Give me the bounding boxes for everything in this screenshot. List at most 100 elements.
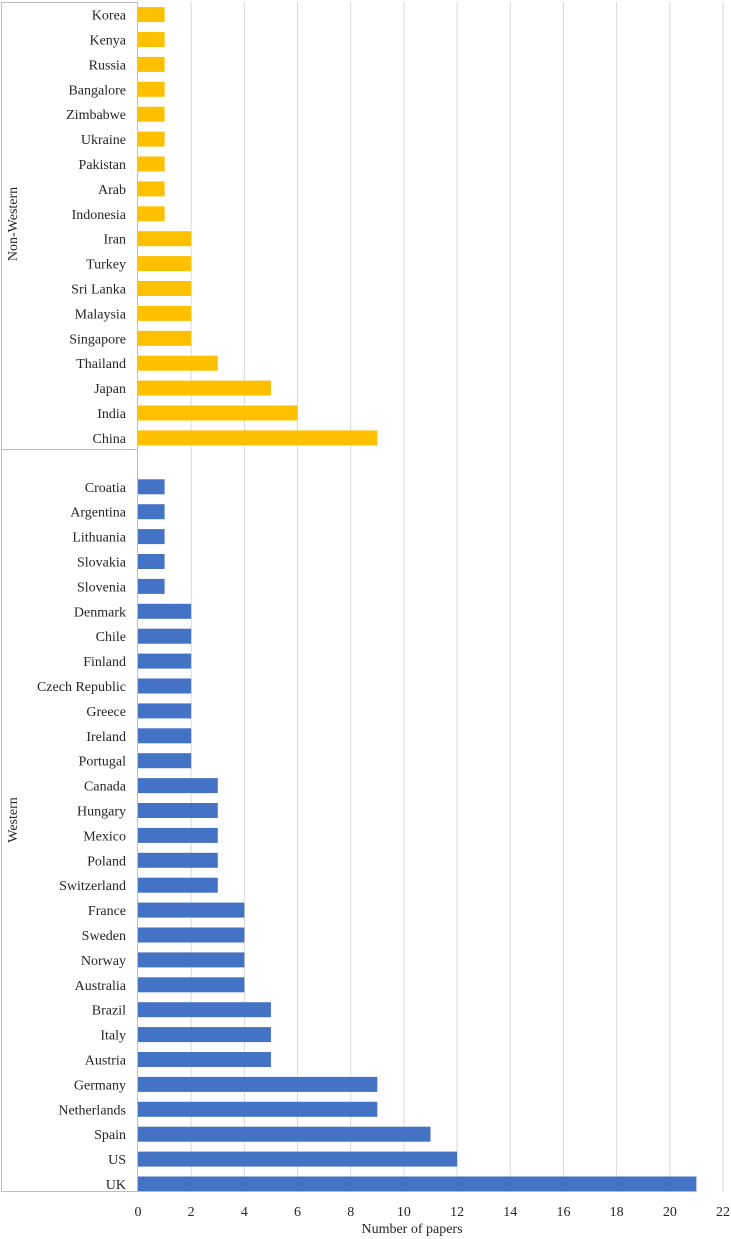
- bar-chile: [138, 628, 192, 644]
- category-label-italy: Italy: [100, 1029, 126, 1044]
- bar-mexico: [138, 827, 218, 843]
- bar-croatia: [138, 479, 165, 495]
- x-tick-label: 16: [556, 1205, 570, 1220]
- x-tick-label: 18: [610, 1205, 624, 1220]
- bar-uk: [138, 1176, 697, 1192]
- category-label-norway: Norway: [81, 954, 126, 969]
- bar-russia: [138, 56, 165, 72]
- bar-ukraine: [138, 131, 165, 147]
- category-label-netherlands: Netherlands: [58, 1103, 126, 1118]
- x-tick-label: 0: [135, 1205, 142, 1220]
- bar-iran: [138, 231, 192, 247]
- category-labels: Korea Kenya Russia Bangalore Zimbabwe Ukraine…: [37, 9, 127, 1193]
- bar-germany: [138, 1076, 378, 1092]
- bar-singapore: [138, 330, 192, 346]
- bar-pakistan: [138, 156, 165, 172]
- bar-slovakia: [138, 554, 165, 569]
- category-label-lithuania: Lithuania: [72, 531, 126, 546]
- bar-china: [138, 430, 378, 446]
- bar-hungary: [138, 803, 218, 818]
- category-label-thailand: Thailand: [76, 357, 126, 372]
- bar-portugal: [138, 753, 192, 769]
- category-label-india: India: [97, 407, 127, 422]
- category-label-singapore: Singapore: [69, 332, 126, 347]
- bar-australia: [138, 977, 245, 993]
- bar-turkey: [138, 256, 192, 272]
- bar-sri-lanka: [138, 281, 192, 296]
- grid-lines: [190, 2, 724, 1192]
- category-label-indonesia: Indonesia: [72, 208, 127, 223]
- category-label-poland: Poland: [87, 854, 126, 869]
- x-tick-label: 10: [397, 1205, 411, 1220]
- category-label-spain: Spain: [94, 1128, 126, 1143]
- category-label-denmark: Denmark: [74, 605, 126, 620]
- bar-brazil: [138, 1002, 271, 1018]
- x-tick-label: 8: [347, 1205, 354, 1220]
- category-label-portugal: Portugal: [79, 755, 127, 770]
- x-tick-label: 20: [663, 1205, 677, 1220]
- category-label-slovakia: Slovakia: [77, 556, 127, 571]
- bar-zimbabwe: [138, 106, 165, 122]
- category-label-uk: UK: [106, 1178, 126, 1193]
- category-label-bangalore: Bangalore: [68, 83, 126, 98]
- bar-malaysia: [138, 305, 192, 321]
- bar-slovenia: [138, 578, 165, 594]
- category-label-chile: Chile: [96, 630, 126, 645]
- category-label-arab: Arab: [98, 183, 126, 198]
- category-label-brazil: Brazil: [92, 1004, 126, 1019]
- category-label-sri-lanka: Sri Lanka: [71, 283, 127, 298]
- bar-bangalore: [138, 81, 165, 97]
- group-label-western: Western: [6, 797, 21, 843]
- x-tick-label: 14: [503, 1205, 517, 1220]
- category-label-ukraine: Ukraine: [81, 133, 126, 148]
- bar-denmark: [138, 603, 192, 619]
- category-label-china: China: [93, 432, 127, 447]
- bar-poland: [138, 852, 218, 868]
- category-label-germany: Germany: [74, 1078, 126, 1093]
- bars: [138, 7, 697, 1192]
- category-label-malaysia: Malaysia: [75, 307, 127, 322]
- bar-indonesia: [138, 206, 165, 222]
- bar-france: [138, 902, 245, 918]
- bar-ireland: [138, 728, 192, 744]
- bar-us: [138, 1151, 458, 1167]
- category-label-zimbabwe: Zimbabwe: [66, 108, 126, 123]
- bar-greece: [138, 703, 192, 719]
- category-label-japan: Japan: [94, 382, 126, 397]
- category-label-sweden: Sweden: [82, 929, 126, 944]
- category-label-austria: Austria: [85, 1054, 127, 1069]
- x-tick-label: 22: [716, 1205, 730, 1220]
- category-label-hungary: Hungary: [77, 805, 126, 820]
- bar-netherlands: [138, 1101, 378, 1117]
- bar-korea: [138, 7, 165, 23]
- category-label-ireland: Ireland: [86, 730, 126, 745]
- bar-lithuania: [138, 529, 165, 545]
- category-label-switzerland: Switzerland: [59, 879, 126, 894]
- category-label-pakistan: Pakistan: [79, 158, 126, 173]
- bar-thailand: [138, 355, 218, 371]
- bar-japan: [138, 380, 271, 396]
- bar-switzerland: [138, 877, 218, 893]
- bar-kenya: [138, 32, 165, 47]
- category-label-france: France: [88, 904, 126, 919]
- bar-italy: [138, 1027, 271, 1043]
- category-label-korea: Korea: [92, 9, 127, 24]
- bar-india: [138, 405, 298, 421]
- bar-argentina: [138, 504, 165, 520]
- x-tick-label: 2: [188, 1205, 195, 1220]
- category-label-greece: Greece: [86, 705, 126, 720]
- bar-norway: [138, 952, 245, 968]
- category-label-mexico: Mexico: [83, 829, 126, 844]
- x-tick-label: 6: [294, 1205, 301, 1220]
- category-label-canada: Canada: [84, 780, 127, 795]
- bar-czech-republic: [138, 678, 192, 694]
- category-label-croatia: Croatia: [85, 481, 127, 496]
- bar-austria: [138, 1052, 271, 1067]
- x-axis-ticks: 0 2 4 6 8 10 12 14 16 18 20 22: [135, 1205, 731, 1220]
- x-tick-label: 4: [241, 1205, 248, 1220]
- category-label-slovenia: Slovenia: [77, 580, 127, 595]
- category-label-czech-republic: Czech Republic: [37, 680, 126, 695]
- bar-arab: [138, 181, 165, 197]
- category-label-iran: Iran: [103, 233, 126, 248]
